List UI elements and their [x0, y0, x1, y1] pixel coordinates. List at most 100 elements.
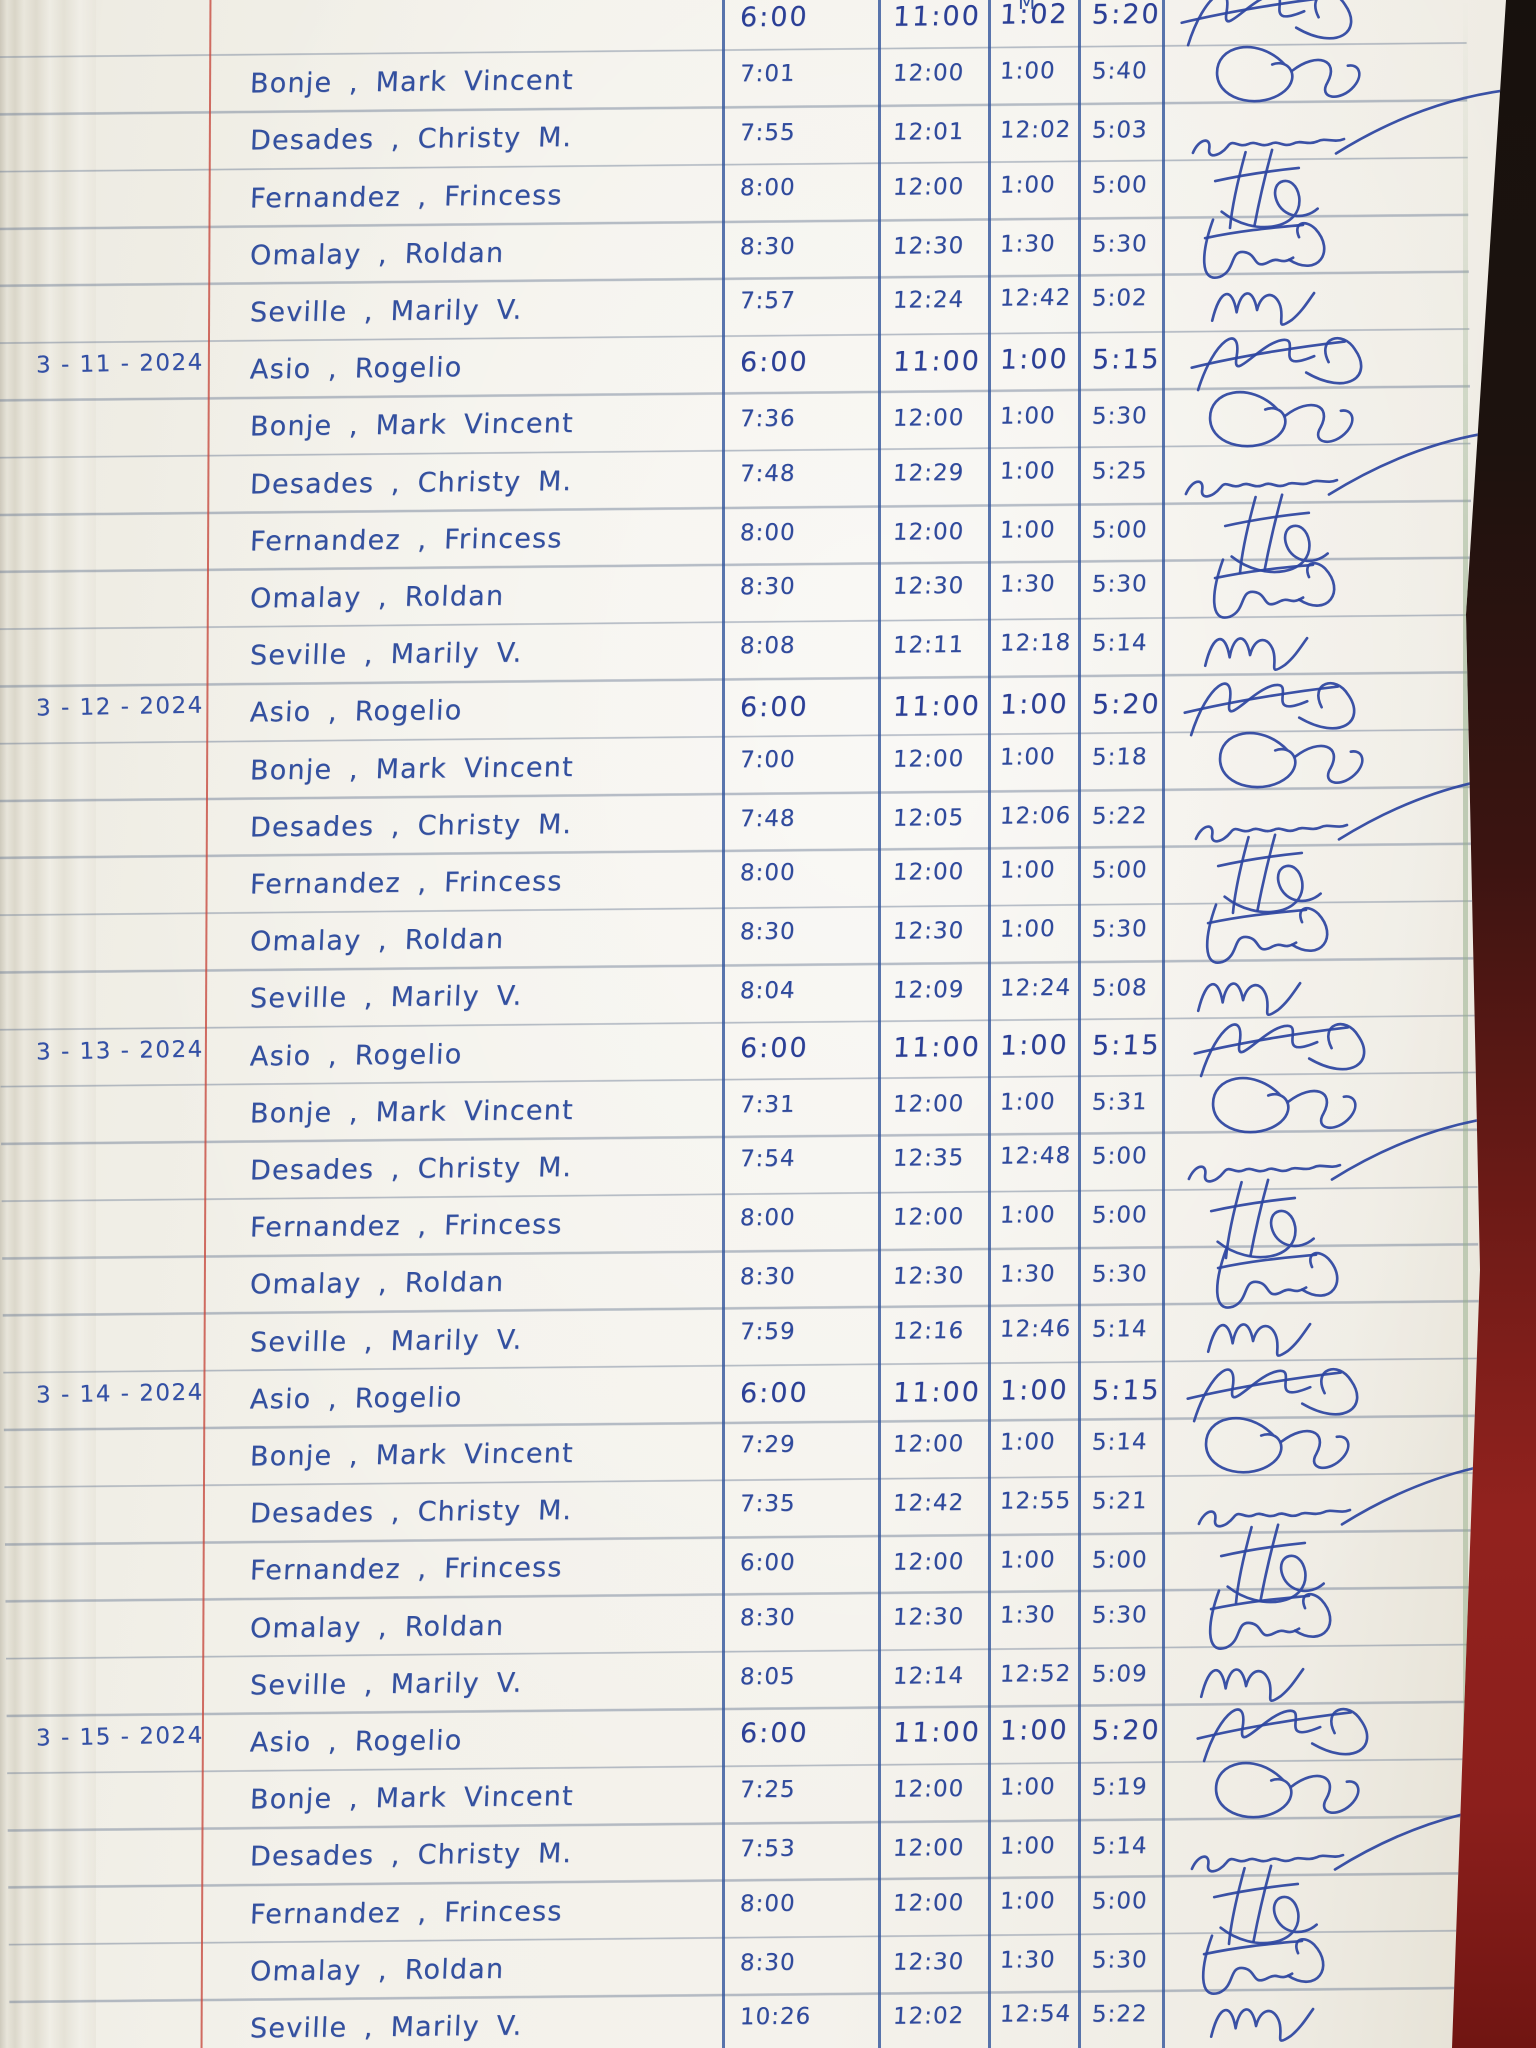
time-entry: 12:00 — [892, 518, 966, 546]
employee-name: Bonje , Mark Vincent — [249, 1438, 575, 1473]
time-entry: 1:00 — [999, 1547, 1057, 1574]
seville-signature-scribble — [1203, 636, 1309, 672]
bonje-signature-scribble — [1208, 391, 1354, 448]
bonje-signature-scribble — [1204, 1416, 1350, 1474]
time-entry: 5:30 — [1091, 403, 1149, 431]
time-entry: 1:00 — [999, 1428, 1057, 1456]
employee-name: Desades , Christy M. — [249, 1838, 573, 1873]
time-entry: 1:30 — [999, 1946, 1057, 1974]
time-entry: 12:54 — [999, 2000, 1072, 2028]
time-entry: 7:57 — [739, 287, 797, 315]
time-entry: 12:35 — [892, 1144, 965, 1172]
employee-name: Fernandez , Frincess — [249, 1209, 564, 1244]
time-entry: 1:30 — [999, 1261, 1057, 1288]
time-entry: 5:15 — [1091, 344, 1162, 376]
time-entry: 7:54 — [739, 1145, 797, 1173]
asio-signature-scribble — [1193, 1022, 1366, 1077]
time-entry: 12:52 — [999, 1660, 1073, 1688]
log-row: Omalay , Roldan 8:30 12:30 1:30 5:30 — [0, 215, 1506, 288]
time-entry: 7:55 — [739, 120, 797, 147]
log-row: Bonje , Mark Vincent 7:36 12:00 1:00 5:30 — [0, 386, 1506, 459]
time-entry: 5:08 — [1091, 975, 1149, 1003]
employee-name: Bonje , Mark Vincent — [249, 1781, 575, 1816]
log-row: Omalay , Roldan 8:30 12:30 1:00 5:30 — [0, 901, 1506, 974]
log-row: Fernandez , Frincess 8:00 12:00 1:00 5:00 — [0, 493, 1506, 574]
log-row: Asio , Rogelio 6:00 11:00 1:00 5:15 — [0, 1016, 1506, 1089]
time-entry: 5:20 — [1091, 1714, 1162, 1747]
time-entry: 7:48 — [739, 460, 797, 487]
time-entry: 1:00 — [999, 1029, 1070, 1062]
log-row: Fernandez , Frincess 6:00 12:00 1:00 5:00 — [0, 1523, 1506, 1605]
time-entry: 11:00 — [892, 345, 982, 378]
time-entry: 7:25 — [739, 1776, 797, 1804]
omalay-signature-scribble — [1215, 1248, 1339, 1310]
asio-signature-scribble — [1186, 1367, 1359, 1423]
time-entry: 12:00 — [892, 1204, 966, 1231]
time-entry: 12:01 — [892, 119, 966, 147]
asio-signature-scribble — [1180, 0, 1353, 47]
time-entry: 1:00 — [999, 516, 1057, 544]
time-entry: 5:30 — [1091, 571, 1149, 598]
employee-name: Omalay , Roldan — [249, 923, 505, 958]
employee-name: Desades , Christy M. — [249, 465, 573, 501]
time-entry: 5:20 — [1091, 689, 1162, 722]
time-entry: 12:00 — [892, 1776, 966, 1803]
log-row: Omalay , Roldan 8:30 12:30 1:30 5:30 — [0, 1931, 1506, 2004]
time-entry: 7:31 — [739, 1091, 797, 1119]
log-row: Asio , Rogelio 6:00 11:00 1:00 5:20 — [0, 672, 1506, 745]
employee-name: Seville , Marily V. — [249, 1667, 524, 1702]
employee-name: Asio , Rogelio — [249, 352, 464, 386]
fernandez-signature-scribble — [1212, 1864, 1318, 1945]
employee-name: Omalay , Roldan — [249, 1953, 505, 1988]
time-entry: 5:40 — [1091, 58, 1149, 85]
time-entry: 1:00 — [999, 1088, 1057, 1116]
time-entry: 10:26 — [739, 2003, 812, 2031]
time-entry: 12:00 — [892, 1835, 966, 1863]
time-entry: 7:59 — [739, 1318, 797, 1345]
log-row: Omalay , Roldan 8:30 12:30 1:30 5:30 — [0, 558, 1506, 631]
time-entry: 8:30 — [739, 1949, 797, 1977]
log-row: Omalay , Roldan 8:30 12:30 1:30 5:30 — [0, 1244, 1506, 1317]
time-entry: 12:30 — [892, 1263, 966, 1291]
time-entry: 12:00 — [892, 405, 966, 433]
log-row: Desades , Christy M. 7:55 12:01 12:02 5:03 — [0, 89, 1506, 173]
time-entry: 1:00 — [999, 58, 1057, 85]
log-row: Seville , Marily V. 7:57 12:24 12:42 5:02 — [0, 272, 1506, 345]
time-entry: 8:00 — [739, 174, 797, 201]
time-entry: 11:00 — [892, 691, 982, 724]
seville-signature-scribble — [1196, 982, 1302, 1017]
log-row: Seville , Marily V. 7:59 12:16 12:46 5:14 — [0, 1302, 1506, 1375]
fernandez-signature-scribble — [1216, 833, 1322, 915]
bonje-signature-scribble — [1211, 1076, 1357, 1134]
time-entry: 1:02 — [999, 0, 1070, 31]
table-grid-line — [878, 0, 881, 2048]
time-entry: 12:11 — [892, 632, 966, 659]
time-entry: 12:30 — [892, 1948, 966, 1976]
time-entry: 1:00 — [999, 1833, 1057, 1860]
time-entry: 8:00 — [739, 519, 797, 547]
time-entry: 1:00 — [999, 1374, 1070, 1407]
log-row: Fernandez , Frincess 8:00 12:00 1:00 5:00 — [0, 1178, 1506, 1260]
time-entry: 12:00 — [892, 1430, 965, 1458]
omalay-signature-scribble — [1205, 903, 1329, 965]
time-entry: 6:00 — [739, 1717, 810, 1750]
time-entry: 8:30 — [739, 918, 797, 946]
time-entry: 5:00 — [1091, 1547, 1149, 1575]
log-row: Seville , Marily V. 10:26 12:02 12:54 5:22 — [0, 1988, 1506, 2048]
log-row: Bonje , Mark Vincent 7:31 12:00 1:00 5:31 — [0, 1073, 1506, 1146]
seville-signature-scribble — [1209, 2007, 1315, 2042]
time-entry: 5:00 — [1091, 171, 1149, 199]
time-entry: 7:48 — [739, 805, 797, 833]
time-entry: 12:16 — [892, 1317, 966, 1345]
employee-name: Omalay , Roldan — [249, 580, 505, 615]
employee-name: Bonje , Mark Vincent — [249, 408, 575, 443]
employee-name: Fernandez , Frincess — [249, 522, 564, 558]
employee-name: Seville , Marily V. — [249, 980, 524, 1015]
asio-signature-scribble — [1190, 337, 1363, 392]
time-entry: 12:48 — [999, 1142, 1072, 1170]
time-entry: 11:00 — [892, 1716, 982, 1749]
time-entry: 6:00 — [739, 1550, 797, 1577]
time-entry: 5:30 — [1091, 230, 1149, 258]
